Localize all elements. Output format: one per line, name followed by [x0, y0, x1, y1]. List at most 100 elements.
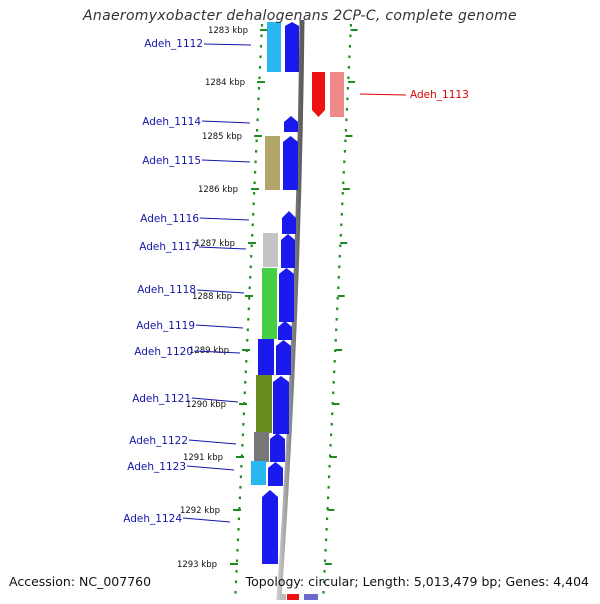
inner-dotted-ring	[256, 118, 259, 122]
scale-tick-label: 1290 kbp	[186, 400, 226, 410]
inner-dotted-ring	[259, 45, 263, 48]
inner-dotted-ring	[239, 486, 242, 489]
outer-dotted-ring	[337, 286, 340, 290]
gene-arrow	[276, 340, 291, 375]
outer-dotted-ring	[339, 234, 342, 237]
scale-tick-label: 1285 kbp	[202, 132, 242, 142]
outer-dotted-ring	[343, 150, 346, 153]
scale-tick-label: 1286 kbp	[198, 185, 238, 195]
gene-leader-line	[199, 217, 250, 221]
inner-dotted-ring	[246, 339, 249, 342]
outer-dotted-ring	[333, 360, 336, 363]
outer-dotted-ring	[344, 139, 347, 143]
gene-leader-line	[191, 397, 239, 403]
outer-dotted-ring	[335, 328, 338, 332]
edge-mark	[287, 594, 299, 600]
gene-label: Adeh_1113	[410, 89, 469, 101]
outer-dotted-ring	[328, 465, 331, 468]
outer-dotted-ring	[325, 538, 328, 542]
inner-dotted-ring	[260, 34, 263, 38]
outer-dotted-ring	[330, 433, 333, 437]
outer-dotted-ring	[329, 454, 332, 458]
gene-leader-line	[196, 289, 245, 294]
outer-dotted-ring	[336, 307, 339, 311]
outer-dotted-ring	[346, 97, 349, 101]
inner-dotted-ring	[254, 160, 257, 164]
genome-backbone	[276, 19, 305, 601]
gene-category-box	[330, 72, 344, 117]
gene-label: Adeh_1119	[136, 320, 195, 332]
inner-dotted-ring	[237, 528, 240, 531]
inner-dotted-ring	[255, 139, 258, 143]
genome-summary-text: Topology: circular; Length: 5,013,479 bp…	[245, 574, 589, 589]
scale-tick-label: 1293 kbp	[177, 560, 217, 570]
inner-dotted-ring	[253, 181, 256, 185]
inner-dotted-ring	[251, 234, 254, 237]
inner-dotted-ring	[257, 87, 261, 90]
scale-tick-label: 1284 kbp	[205, 78, 245, 88]
gene-arrow	[312, 72, 325, 117]
inner-dotted-ring	[253, 192, 256, 195]
gene-leader-line	[182, 517, 231, 523]
outer-dotted-ring	[343, 160, 346, 164]
gene-arrow	[285, 22, 299, 72]
inner-dotted-ring	[249, 265, 252, 269]
outer-dotted-ring	[349, 34, 352, 38]
inner-dotted-ring	[252, 213, 255, 216]
inner-dotted-ring	[259, 55, 262, 59]
inner-dotted-ring	[254, 171, 257, 174]
inner-dotted-ring	[258, 76, 261, 80]
inner-dotted-ring	[247, 318, 250, 321]
inner-dotted-ring	[257, 108, 260, 111]
inner-dotted-ring	[251, 223, 254, 227]
outer-dotted-ring	[340, 223, 343, 227]
inner-dotted-ring	[236, 549, 239, 552]
outer-dotted-ring	[333, 370, 336, 374]
outer-dotted-ring	[324, 559, 327, 563]
outer-dotted-ring	[349, 24, 352, 27]
inner-dotted-ring	[238, 507, 241, 510]
outer-dotted-ring	[327, 496, 330, 500]
inner-dotted-ring	[252, 202, 255, 206]
inner-dotted-ring	[238, 496, 241, 500]
outer-dotted-ring	[348, 45, 351, 48]
outer-dotted-ring	[347, 76, 350, 80]
inner-dotted-ring	[255, 150, 258, 153]
outer-dotted-ring	[334, 339, 337, 342]
edge-mark	[280, 594, 286, 600]
gene-arrow	[279, 268, 294, 322]
gene-label: Adeh_1122	[129, 435, 188, 447]
gene-label: Adeh_1115	[142, 155, 201, 167]
inner-dotted-ring	[244, 370, 247, 374]
inner-dotted-ring	[237, 517, 240, 521]
inner-dotted-ring	[240, 454, 243, 458]
scale-tick-label: 1289 kbp	[189, 346, 229, 356]
outer-dotted-ring	[345, 118, 348, 122]
inner-dotted-ring	[250, 244, 253, 248]
outer-dotted-ring	[336, 297, 339, 300]
scale-tick-label: 1288 kbp	[192, 292, 232, 302]
inner-dotted-ring	[234, 591, 237, 594]
inner-dotted-ring	[245, 360, 248, 363]
gene-label: Adeh_1112	[144, 38, 203, 50]
gene-leader-line	[359, 93, 407, 96]
gene-leader-line	[198, 246, 247, 250]
outer-dotted-ring	[346, 87, 349, 90]
gene-arrow	[284, 116, 298, 132]
outer-dotted-ring	[339, 244, 342, 248]
gene-leader-line	[195, 324, 244, 329]
gene-label: Adeh_1118	[137, 284, 196, 296]
outer-dotted-ring	[340, 213, 343, 216]
gene-category-box	[251, 461, 266, 485]
inner-dotted-ring	[241, 444, 244, 447]
inner-dotted-ring	[257, 97, 260, 101]
scale-tick-label: 1291 kbp	[183, 453, 223, 463]
inner-dotted-ring	[248, 286, 251, 290]
inner-dotted-ring	[241, 433, 244, 437]
gene-label: Adeh_1116	[140, 213, 199, 225]
gene-category-box	[265, 136, 280, 190]
gene-arrow	[262, 490, 278, 564]
outer-dotted-ring	[329, 444, 332, 447]
